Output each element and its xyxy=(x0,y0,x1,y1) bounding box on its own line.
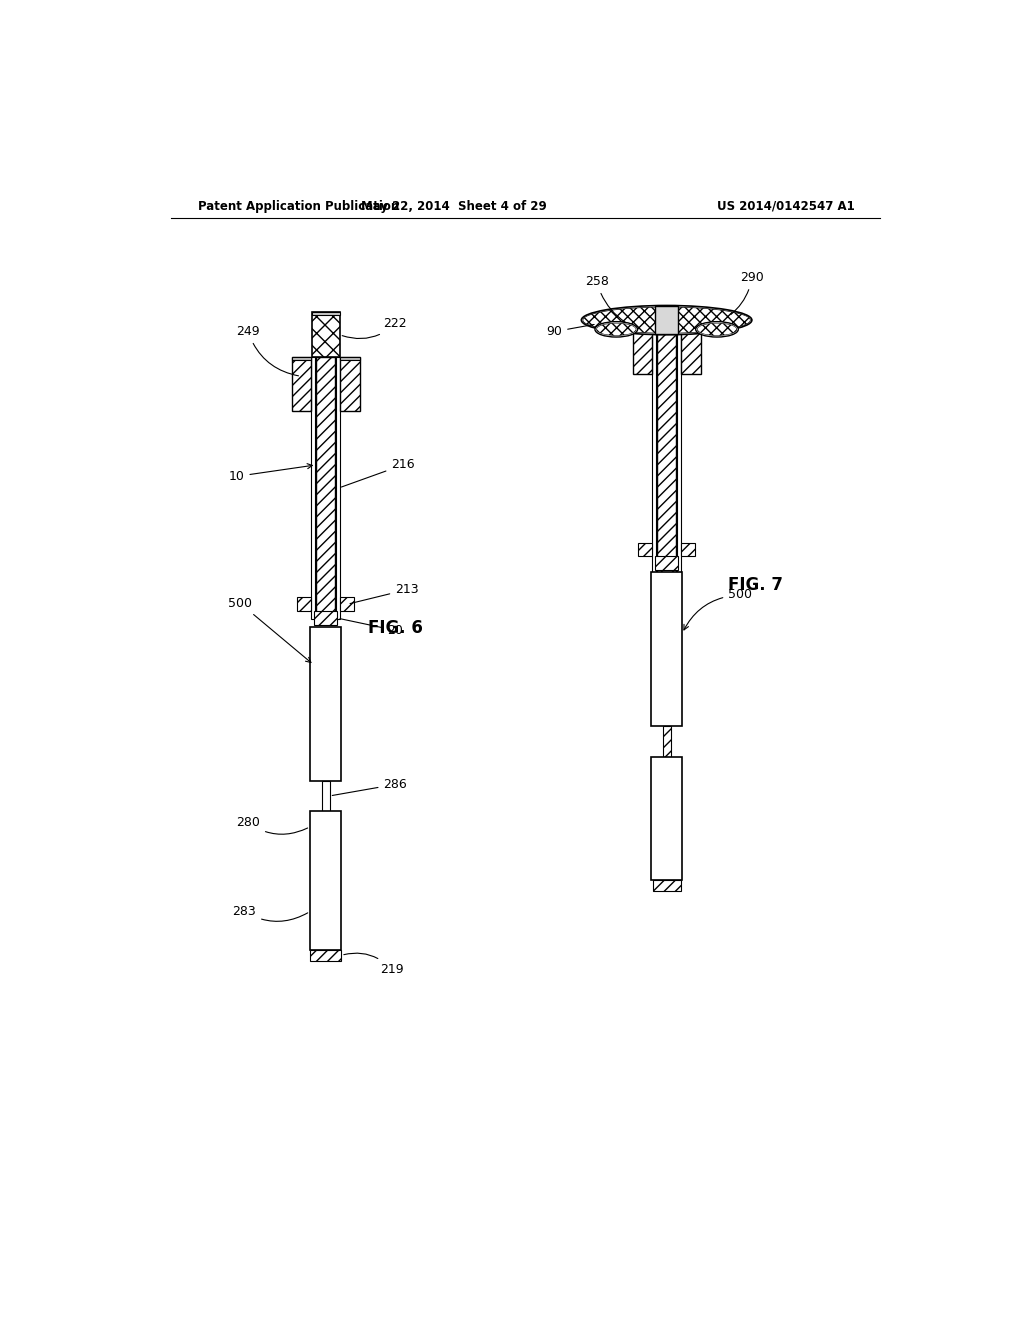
Bar xyxy=(651,572,682,726)
Text: 500: 500 xyxy=(684,589,753,630)
Text: 249: 249 xyxy=(237,325,298,376)
Text: 280: 280 xyxy=(237,816,307,834)
Ellipse shape xyxy=(582,305,752,335)
Bar xyxy=(652,880,681,891)
Text: May 22, 2014  Sheet 4 of 29: May 22, 2014 Sheet 4 of 29 xyxy=(360,199,547,213)
Bar xyxy=(651,756,682,880)
Bar xyxy=(340,358,359,360)
Bar xyxy=(310,950,341,961)
Text: 216: 216 xyxy=(341,458,415,487)
Bar xyxy=(292,358,311,360)
Text: 286: 286 xyxy=(332,777,408,796)
Bar xyxy=(340,597,354,611)
Bar xyxy=(337,358,340,619)
Bar xyxy=(316,358,335,619)
Text: 290: 290 xyxy=(731,271,764,314)
Text: US 2014/0142547 A1: US 2014/0142547 A1 xyxy=(717,199,855,213)
Ellipse shape xyxy=(597,323,636,335)
Bar xyxy=(310,812,341,950)
Text: 90: 90 xyxy=(547,325,594,338)
Bar xyxy=(681,543,695,557)
Text: 222: 222 xyxy=(342,317,408,338)
Bar xyxy=(310,627,341,780)
Bar xyxy=(633,327,652,374)
Bar xyxy=(655,306,678,334)
Bar xyxy=(340,358,359,411)
Bar xyxy=(678,331,681,593)
Bar xyxy=(314,611,337,626)
Text: Patent Application Publication: Patent Application Publication xyxy=(198,199,399,213)
Text: FIG. 7: FIG. 7 xyxy=(728,576,783,594)
Ellipse shape xyxy=(583,308,751,333)
Text: 283: 283 xyxy=(232,906,308,921)
Text: 219: 219 xyxy=(344,953,403,975)
Bar xyxy=(292,358,311,411)
Bar xyxy=(322,780,330,812)
Bar xyxy=(652,331,655,593)
Bar xyxy=(311,358,314,619)
Bar xyxy=(297,597,311,611)
Bar xyxy=(657,331,676,593)
Ellipse shape xyxy=(595,322,638,337)
Text: 10: 10 xyxy=(228,463,312,483)
Text: FIG. 6: FIG. 6 xyxy=(368,619,423,638)
Bar xyxy=(311,313,340,315)
Text: 500: 500 xyxy=(228,597,311,663)
Ellipse shape xyxy=(697,323,736,335)
Bar xyxy=(681,327,700,374)
Ellipse shape xyxy=(695,322,738,337)
Text: 213: 213 xyxy=(350,583,419,603)
Bar xyxy=(663,726,671,756)
Text: 258: 258 xyxy=(585,275,626,322)
Bar xyxy=(655,557,678,570)
Bar xyxy=(311,313,340,358)
Text: 20: 20 xyxy=(340,619,403,638)
Bar xyxy=(638,543,652,557)
